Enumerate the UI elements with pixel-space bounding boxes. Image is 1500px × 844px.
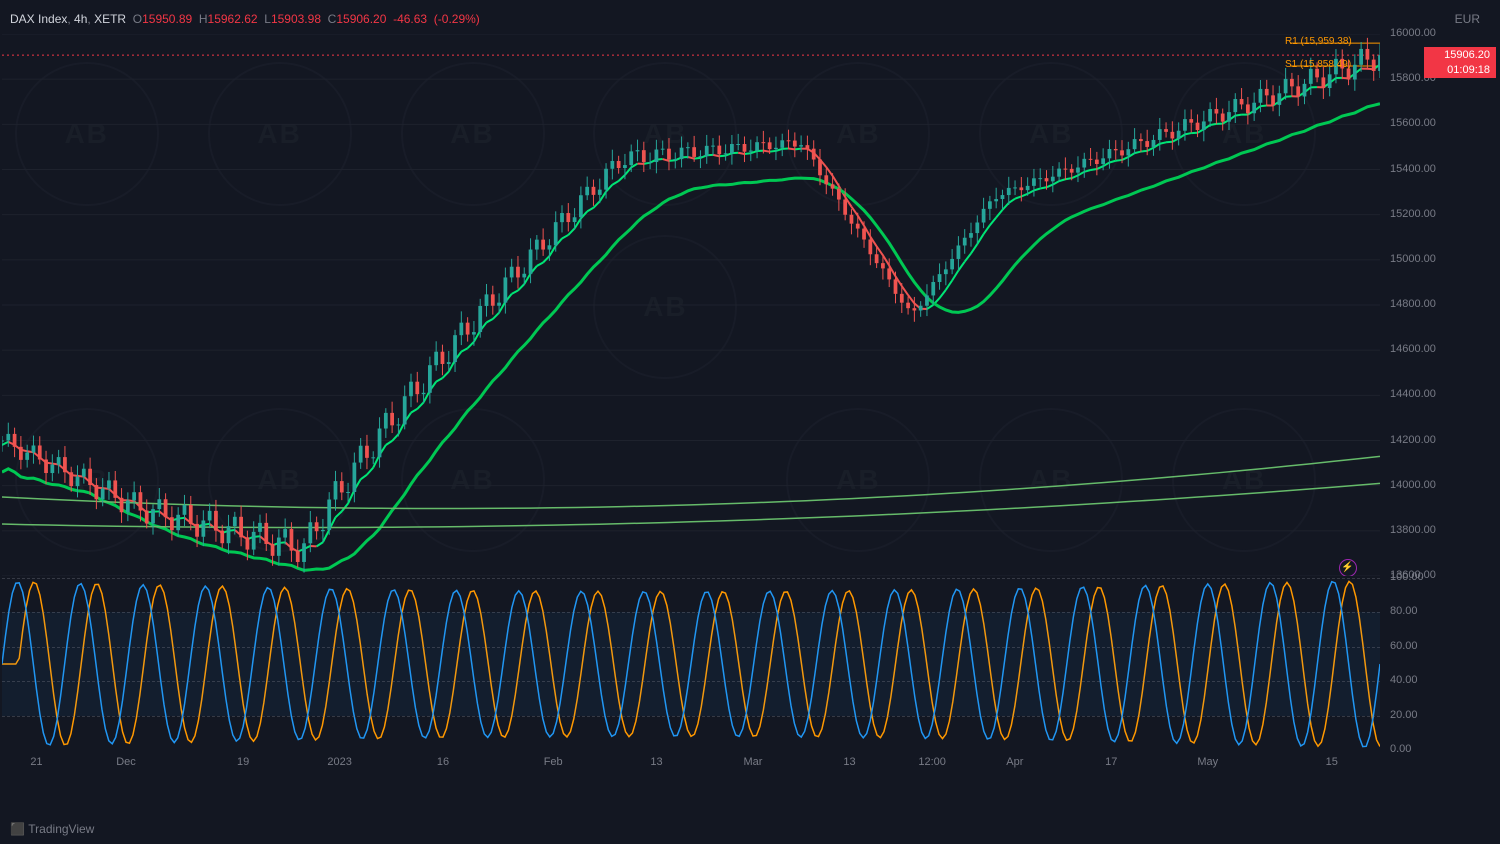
ohlc-high: 15962.62 xyxy=(208,12,258,26)
tradingview-icon: ⬛ xyxy=(10,822,25,836)
tradingview-brand: ⬛ TradingView xyxy=(10,822,94,836)
osc-gridline xyxy=(2,612,1380,613)
osc-gridline xyxy=(2,681,1380,682)
ohlc-low: 15903.98 xyxy=(271,12,321,26)
osc-tick: 0.00 xyxy=(1390,743,1411,755)
symbol-name: DAX Index xyxy=(10,12,67,26)
time-tick: 2023 xyxy=(327,756,351,768)
osc-tick: 20.00 xyxy=(1390,709,1418,721)
time-axis[interactable]: 21 Dec 19 2023 16 Feb 13 Mar 13 12:00 Apr 17 May 15 xyxy=(2,750,1380,778)
pivot-label: S1 (15,858.49) xyxy=(1285,59,1351,70)
price-chart[interactable]: ABABABABABABABABABABABABABABR2 (16,033.3… xyxy=(2,34,1380,576)
price-tick: 14000.00 xyxy=(1390,479,1436,491)
time-tick: Mar xyxy=(744,756,763,768)
oscillator-chart[interactable] xyxy=(2,578,1380,750)
symbol-header: DAX Index, 4h, XETR O15950.89 H15962.62 … xyxy=(10,12,480,26)
time-tick: 16 xyxy=(437,756,449,768)
osc-gridline xyxy=(2,578,1380,579)
time-tick: Apr xyxy=(1006,756,1023,768)
time-tick: 21 xyxy=(30,756,42,768)
price-tick: 13800.00 xyxy=(1390,524,1436,536)
ohlc-open: 15950.89 xyxy=(142,12,192,26)
time-tick: 15 xyxy=(1326,756,1338,768)
time-tick: May xyxy=(1197,756,1218,768)
exchange: XETR xyxy=(94,12,126,26)
price-tick: 15400.00 xyxy=(1390,163,1436,175)
price-tick: 14400.00 xyxy=(1390,388,1436,400)
time-tick: 17 xyxy=(1105,756,1117,768)
price-axis[interactable]: 13600.0013800.0014000.0014200.0014400.00… xyxy=(1382,34,1498,576)
change-pct: (-0.29%) xyxy=(434,12,480,26)
osc-tick: 80.00 xyxy=(1390,605,1418,617)
price-tick: 15200.00 xyxy=(1390,208,1436,220)
osc-gridline xyxy=(2,647,1380,648)
time-tick: 13 xyxy=(650,756,662,768)
price-tick: 16000.00 xyxy=(1390,27,1436,39)
interval: 4h xyxy=(74,12,87,26)
oscillator-axis[interactable]: 0.0020.0040.0060.0080.00100.00 xyxy=(1382,578,1498,750)
price-tick: 14200.00 xyxy=(1390,434,1436,446)
last-price-tag: 15906.20 xyxy=(1424,47,1496,63)
osc-tick: 40.00 xyxy=(1390,674,1418,686)
osc-gridline xyxy=(2,716,1380,717)
price-tick: 15000.00 xyxy=(1390,253,1436,265)
time-tick: 13 xyxy=(843,756,855,768)
tradingview-frame: DAX Index, 4h, XETR O15950.89 H15962.62 … xyxy=(0,0,1500,844)
lightning-icon[interactable]: ⚡ xyxy=(1339,559,1357,576)
osc-tick: 100.00 xyxy=(1390,571,1424,583)
osc-tick: 60.00 xyxy=(1390,640,1418,652)
price-tick: 14800.00 xyxy=(1390,298,1436,310)
countdown-tag: 01:09:18 xyxy=(1424,62,1496,78)
time-tick: 19 xyxy=(237,756,249,768)
time-tick: Dec xyxy=(116,756,136,768)
ohlc-close: 15906.20 xyxy=(336,12,386,26)
currency-label: EUR xyxy=(1455,12,1480,26)
stoch-band xyxy=(2,612,1380,715)
price-tick: 14600.00 xyxy=(1390,343,1436,355)
change-abs: -46.63 xyxy=(393,12,427,26)
price-tick: 15600.00 xyxy=(1390,117,1436,129)
pivot-label: R1 (15,959.38) xyxy=(1285,36,1352,47)
time-tick: Feb xyxy=(544,756,563,768)
time-tick: 12:00 xyxy=(918,756,946,768)
